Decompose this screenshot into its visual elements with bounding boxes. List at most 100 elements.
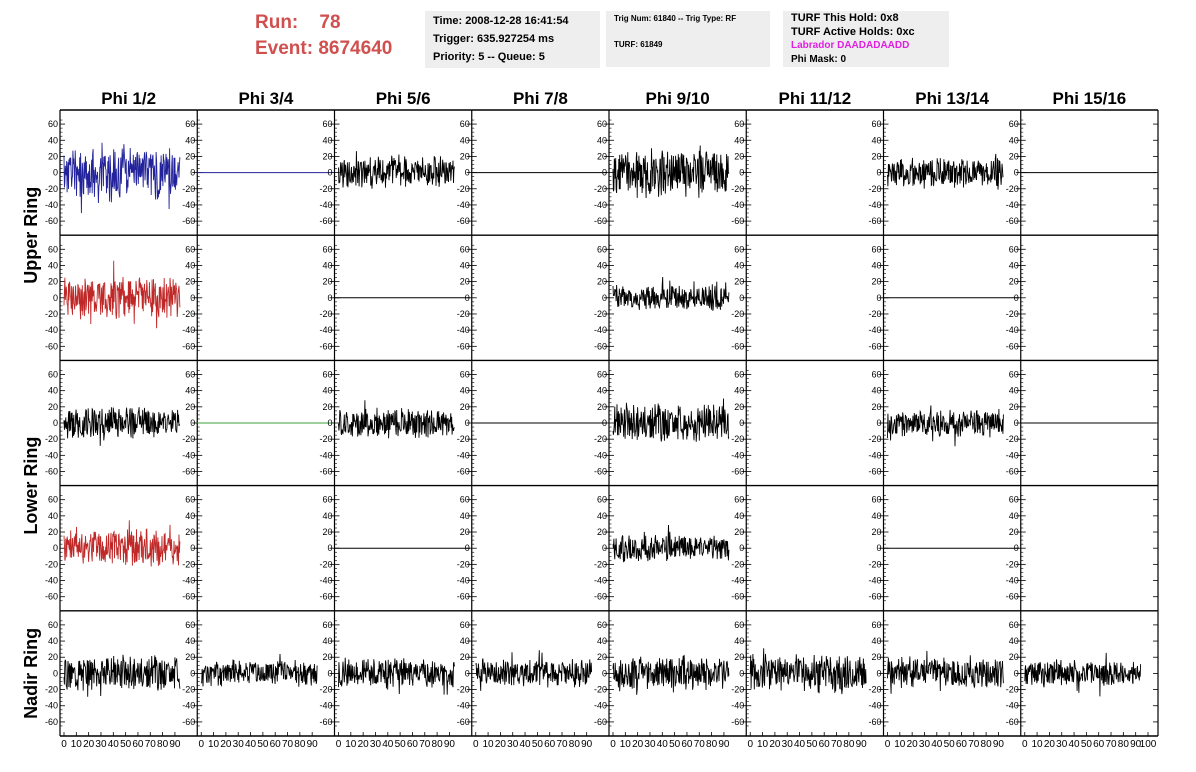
y-tick-label: -40 — [594, 450, 607, 460]
y-tick-label: 60 — [734, 119, 744, 129]
priority-text: Priority: 5 -- Queue: 5 — [433, 51, 545, 63]
y-tick-label: 0 — [1014, 543, 1019, 553]
y-tick-label: 0 — [602, 668, 607, 678]
y-tick-label: 40 — [871, 260, 881, 270]
run-event-block: Run: 78 Event: 8674640 — [255, 10, 425, 62]
y-tick-label: 20 — [734, 151, 744, 161]
x-tick-label: 10 — [620, 739, 632, 750]
waveform-panel: -60 -40 -20 0 20 40 60 — [731, 610, 884, 736]
y-tick-label: 40 — [1009, 511, 1019, 521]
y-tick-label: -40 — [182, 701, 195, 711]
x-tick-label: 90 — [856, 739, 868, 750]
x-tick-label: 60 — [819, 739, 831, 750]
y-tick-label: 40 — [460, 636, 470, 646]
y-tick-label: -60 — [594, 341, 607, 351]
trigger-text: Trigger: 635.927254 ms — [433, 33, 555, 45]
y-tick-label: -20 — [868, 184, 881, 194]
x-tick-label: 50 — [395, 739, 407, 750]
y-tick-label: -40 — [457, 325, 470, 335]
y-tick-label: 0 — [1014, 168, 1019, 178]
y-tick-label: 0 — [465, 668, 470, 678]
waveform-trace — [338, 151, 455, 189]
column-header: Phi 9/10 — [645, 89, 709, 108]
y-tick-label: 40 — [322, 260, 332, 270]
y-tick-label: -20 — [182, 309, 195, 319]
y-tick-label: 60 — [597, 119, 607, 129]
x-tick-label: 30 — [919, 739, 931, 750]
y-tick-label: 0 — [602, 418, 607, 428]
waveform-panel: -60 -40 -20 0 20 40 60 — [731, 359, 884, 486]
x-tick-label: 0 — [610, 739, 616, 750]
y-tick-label: 20 — [871, 652, 881, 662]
x-tick-label: 60 — [681, 739, 693, 750]
y-tick-label: 20 — [185, 402, 195, 412]
y-tick-label: -20 — [868, 434, 881, 444]
y-tick-label: 0 — [876, 168, 881, 178]
y-tick-label: 40 — [734, 386, 744, 396]
waveform-trace — [612, 276, 730, 311]
x-tick-label: 90 — [1130, 739, 1142, 750]
y-tick-label: 0 — [465, 293, 470, 303]
x-tick-label: 90 — [581, 739, 593, 750]
y-tick-label: -20 — [457, 434, 470, 444]
y-tick-label: 40 — [460, 135, 470, 145]
x-tick-label: 80 — [843, 739, 855, 750]
y-tick-label: 40 — [734, 511, 744, 521]
y-tick-label: 60 — [597, 620, 607, 630]
waveform-panel: -60 -40 -20 0 20 40 60 — [1006, 109, 1158, 236]
x-tick-label: 50 — [532, 739, 544, 750]
y-tick-label: -40 — [182, 450, 195, 460]
y-tick-label: -40 — [182, 200, 195, 210]
waveform-panel: -60 -40 -20 0 20 40 60 — [319, 109, 472, 236]
y-tick-label: 20 — [460, 402, 470, 412]
y-tick-label: -40 — [1006, 576, 1019, 586]
column-header: Phi 13/14 — [915, 89, 989, 108]
y-tick-label: -40 — [868, 701, 881, 711]
waveform-panel: -60 -40 -20 0 20 40 60 — [868, 484, 1021, 611]
x-tick-label: 20 — [495, 739, 507, 750]
y-tick-label: -60 — [594, 467, 607, 477]
y-tick-label: -60 — [731, 717, 744, 727]
y-tick-label: 60 — [48, 620, 58, 630]
y-tick-label: -60 — [594, 592, 607, 602]
waveform-panel: -60 -40 -20 0 20 40 60 — [182, 610, 335, 736]
y-tick-label: -40 — [1006, 200, 1019, 210]
y-tick-label: 0 — [602, 543, 607, 553]
waveform-trace — [887, 405, 1004, 447]
waveform-panel: -60 -40 -20 0 20 40 60 — [45, 109, 198, 236]
y-tick-label: 20 — [1009, 527, 1019, 537]
x-tick-label: 80 — [294, 739, 306, 750]
y-tick-label: -40 — [319, 576, 332, 586]
y-tick-label: 20 — [48, 402, 58, 412]
waveform-panel: -60 -40 -20 0 20 40 60 — [1006, 610, 1158, 736]
waveform-panel: -60 -40 -20 0 20 40 60 — [594, 484, 747, 611]
x-tick-label: 70 — [556, 739, 568, 750]
waveform-panel: -60 -40 -20 0 20 40 60 — [182, 109, 335, 236]
y-tick-label: -20 — [731, 434, 744, 444]
y-tick-label: -60 — [457, 717, 470, 727]
y-tick-label: 40 — [48, 511, 58, 521]
y-tick-label: 60 — [597, 244, 607, 254]
x-tick-label: 40 — [794, 739, 806, 750]
x-tick-label: 20 — [83, 739, 95, 750]
y-tick-label: 0 — [739, 418, 744, 428]
run-label: Run: — [255, 12, 299, 33]
turf-active-holds-text: TURF Active Holds: 0xc — [791, 26, 915, 38]
y-tick-label: -60 — [319, 341, 332, 351]
x-tick-label: 70 — [1105, 739, 1117, 750]
x-tick-label: 80 — [569, 739, 581, 750]
y-tick-label: -20 — [868, 309, 881, 319]
y-tick-label: -60 — [182, 467, 195, 477]
y-tick-label: 0 — [1014, 668, 1019, 678]
x-tick-label: 10 — [1032, 739, 1044, 750]
event-label: Event: — [255, 38, 314, 59]
waveform-trace — [63, 654, 181, 697]
y-tick-label: 20 — [597, 527, 607, 537]
y-tick-label: 0 — [53, 668, 58, 678]
x-tick-label: 30 — [370, 739, 382, 750]
x-tick-label: 40 — [657, 739, 669, 750]
y-tick-label: -60 — [868, 592, 881, 602]
y-tick-label: 20 — [48, 151, 58, 161]
y-tick-label: 20 — [322, 402, 332, 412]
waveform-panel: -60 -40 -20 0 20 40 60 — [731, 109, 884, 236]
